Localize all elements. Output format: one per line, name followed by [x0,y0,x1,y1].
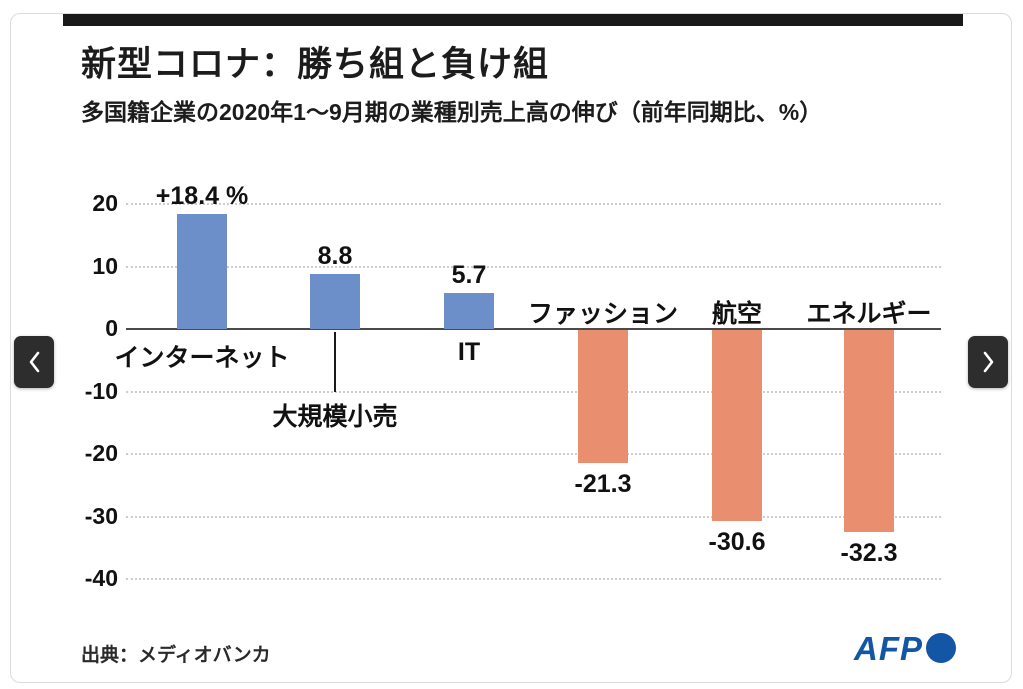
bar-value-label-3: -21.3 [574,470,632,499]
gridline--10 [126,390,941,393]
category-label-0: インターネット [114,344,290,372]
y-tick-label--10: -10 [84,377,118,404]
gridline--30 [126,515,941,518]
y-tick-label-10: 10 [92,252,118,279]
bar-5 [844,330,894,532]
bar-4 [712,330,762,522]
category-label-3: ファッション [527,300,678,328]
bar-0 [177,214,227,329]
gridline-20 [126,203,941,205]
bar-1 [310,274,360,329]
afp-logo: AFP [854,630,956,666]
top-accent-bar [63,14,963,26]
infographic-card: 新型コロナ：勝ち組と負け組 多国籍企業の2020年1〜9月期の業種別売上高の伸び… [10,13,1012,683]
gridline--40 [126,578,941,580]
y-tick-label--30: -30 [84,502,118,529]
page-subtitle: 多国籍企業の2020年1〜9月期の業種別売上高の伸び（前年同期比、%） [81,99,823,125]
bar-2 [444,293,494,329]
chevron-right-icon [981,350,996,374]
chevron-left-icon [27,350,42,374]
bar-value-label-5: -32.3 [840,538,898,567]
source-credit: 出典：メディオバンカ [81,645,271,666]
gridline--20 [126,453,941,455]
carousel-next-button[interactable] [968,336,1008,388]
category-label-4: 航空 [711,300,762,328]
leader-line-1 [334,332,336,392]
category-label-1: 大規模小売 [272,403,398,431]
afp-logo-text: AFP [854,629,923,667]
y-tick-label--40: -40 [84,565,118,591]
y-tick-label--20: -20 [84,440,118,466]
category-label-2: IT [457,338,481,366]
category-label-5: エネルギー [806,300,932,328]
bar-value-label-4: -30.6 [708,528,766,557]
page-title: 新型コロナ：勝ち組と負け組 [81,45,550,84]
bar-3 [578,330,628,464]
afp-logo-dot-icon [926,633,956,663]
zero-axis-line [126,328,941,330]
carousel-prev-button[interactable] [14,336,54,388]
y-tick-label-20: 20 [92,190,118,216]
bar-chart: 20 10 0 -10 -20 -30 -40 +18.4 % インターネット 8.8 大規模小売 5… [11,14,1013,684]
bar-value-label-2: 5.7 [451,261,487,290]
bar-value-label-1: 8.8 [317,242,353,270]
gridline-10 [126,265,941,268]
y-tick-label-0: 0 [105,315,118,341]
bar-value-label-0: +18.4 % [155,182,249,210]
